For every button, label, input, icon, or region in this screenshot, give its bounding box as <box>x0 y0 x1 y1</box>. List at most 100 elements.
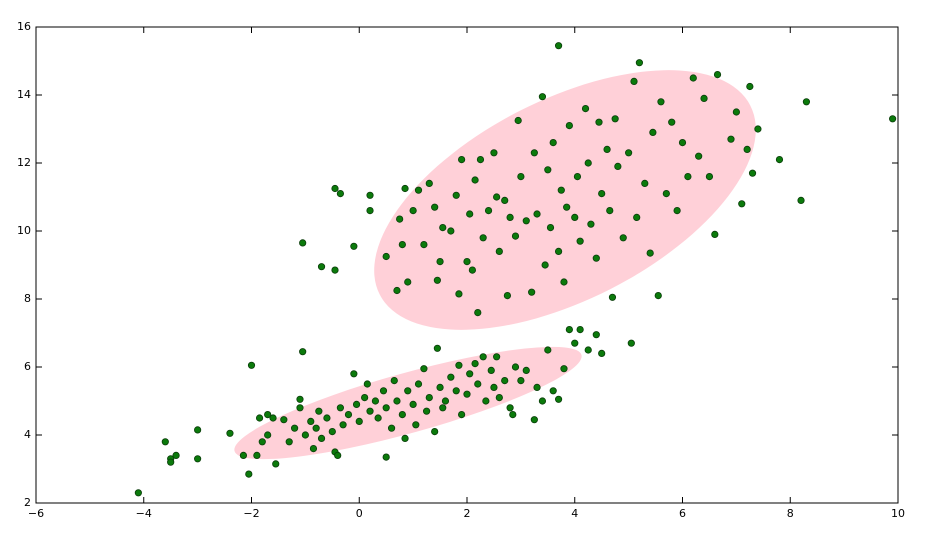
point <box>538 93 547 101</box>
point <box>544 166 552 174</box>
point <box>431 203 439 211</box>
point <box>678 139 687 147</box>
point <box>732 108 740 116</box>
point <box>522 217 530 225</box>
point <box>317 263 326 271</box>
point <box>560 278 568 286</box>
point <box>889 115 897 123</box>
point <box>317 434 326 442</box>
point <box>414 380 423 388</box>
point <box>522 366 530 374</box>
point <box>455 361 463 369</box>
point <box>161 438 169 446</box>
point <box>476 156 485 164</box>
point <box>447 373 455 381</box>
point <box>649 128 657 136</box>
point <box>571 339 579 347</box>
point <box>404 387 412 395</box>
point <box>530 416 538 424</box>
point <box>315 407 323 415</box>
point <box>296 404 304 412</box>
point <box>754 125 762 133</box>
point <box>592 331 600 339</box>
point <box>371 397 380 405</box>
point <box>474 380 482 388</box>
point <box>239 451 248 459</box>
point <box>541 261 549 269</box>
point <box>253 451 261 459</box>
point <box>608 293 617 301</box>
point <box>361 393 369 402</box>
point <box>549 387 557 395</box>
x-tick-label: 2 <box>464 507 471 520</box>
point <box>436 257 444 266</box>
x-tick-label: 8 <box>787 507 794 520</box>
point <box>501 376 509 385</box>
point <box>172 451 180 459</box>
point <box>350 370 358 378</box>
point <box>506 404 514 412</box>
point <box>530 149 538 157</box>
point <box>619 234 627 242</box>
point <box>285 438 293 446</box>
point <box>447 227 455 235</box>
y-tick-label: 6 <box>24 360 31 373</box>
x-tick-label: −2 <box>243 507 259 520</box>
point <box>493 193 501 201</box>
y-tick-label: 16 <box>17 20 31 33</box>
point <box>490 149 498 157</box>
point <box>167 458 175 466</box>
point <box>255 414 264 422</box>
point <box>495 393 503 402</box>
point <box>673 207 681 215</box>
point <box>299 348 307 356</box>
point <box>382 453 390 461</box>
point <box>797 196 805 204</box>
point <box>409 400 417 408</box>
point <box>630 77 638 86</box>
point <box>554 42 563 50</box>
point <box>134 489 142 497</box>
component-ellipse <box>234 346 582 460</box>
point <box>350 242 358 250</box>
point <box>654 291 662 300</box>
point <box>533 383 541 391</box>
point <box>441 397 450 405</box>
point <box>517 173 525 181</box>
y-tick-label: 10 <box>17 224 31 237</box>
point <box>662 190 670 198</box>
x-tick-label: −6 <box>28 507 44 520</box>
point <box>576 325 584 334</box>
point <box>533 210 541 218</box>
point <box>738 200 746 208</box>
point <box>549 139 557 147</box>
point <box>374 414 382 422</box>
point <box>431 427 439 436</box>
point <box>264 431 272 439</box>
point <box>425 393 433 402</box>
point <box>606 207 614 215</box>
point <box>625 149 633 157</box>
point <box>247 361 256 369</box>
point <box>468 266 476 274</box>
point <box>746 82 754 91</box>
point <box>635 59 644 67</box>
point <box>414 186 423 194</box>
point <box>802 98 811 106</box>
point <box>684 173 692 181</box>
point <box>557 186 565 194</box>
point <box>711 230 719 238</box>
point <box>355 417 363 425</box>
point <box>296 395 304 403</box>
point <box>528 288 536 296</box>
point <box>433 344 441 352</box>
point <box>401 184 409 193</box>
point <box>584 346 592 354</box>
point <box>484 207 493 215</box>
component-ellipse <box>374 70 756 330</box>
point <box>194 426 202 434</box>
point <box>700 94 708 103</box>
point <box>611 115 619 123</box>
point <box>301 431 309 439</box>
point <box>336 404 344 412</box>
